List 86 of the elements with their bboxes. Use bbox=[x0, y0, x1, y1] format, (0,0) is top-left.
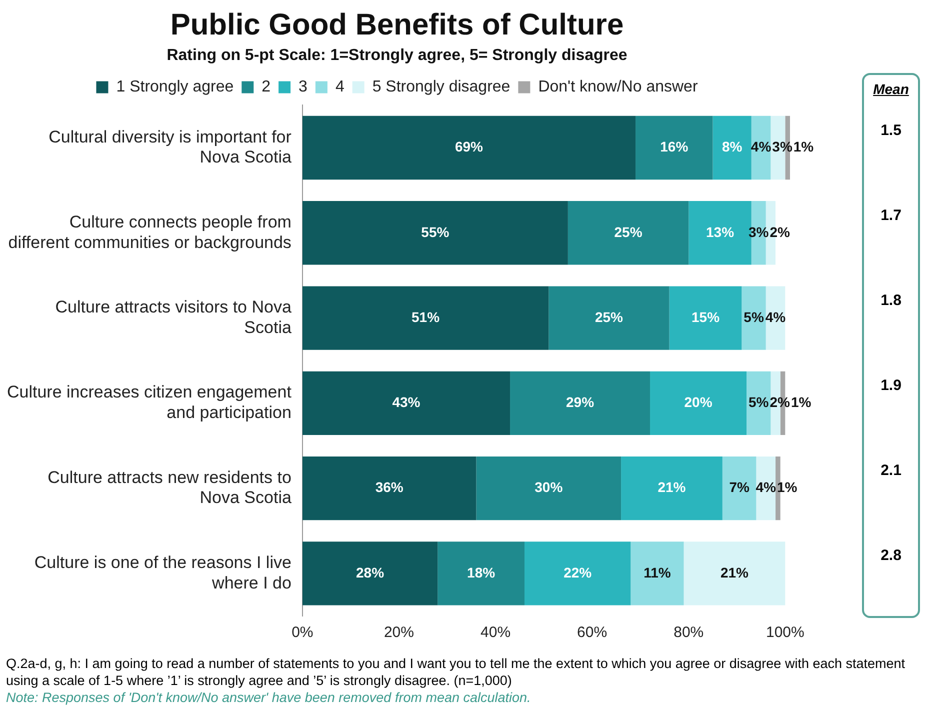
bar bbox=[302, 201, 568, 265]
data-label: 21% bbox=[658, 479, 686, 496]
data-label: 2.8 bbox=[880, 547, 902, 564]
legend-label: 1 Strongly agree bbox=[116, 78, 234, 96]
y-tick-label: Culture attracts visitors to Nova Scotia bbox=[55, 298, 292, 337]
data-label: 16% bbox=[660, 138, 689, 155]
bar bbox=[476, 456, 622, 520]
data-label: 4% bbox=[765, 308, 786, 325]
bar bbox=[712, 116, 752, 180]
bar bbox=[636, 116, 713, 180]
bar bbox=[766, 286, 786, 350]
bar bbox=[722, 456, 756, 520]
bar bbox=[510, 371, 650, 436]
data-label: 3% bbox=[748, 224, 770, 240]
data-label: 5% bbox=[744, 308, 764, 325]
data-label: 36% bbox=[375, 479, 404, 496]
legend-label: 4 bbox=[335, 78, 344, 96]
bar bbox=[742, 286, 766, 350]
bar bbox=[746, 371, 771, 436]
data-label: 55% bbox=[421, 224, 450, 240]
data-label: 1.9 bbox=[880, 377, 902, 394]
bar bbox=[302, 456, 476, 520]
bar bbox=[756, 456, 776, 520]
data-label: 5% bbox=[748, 394, 770, 410]
x-tick-label: 0% bbox=[292, 624, 314, 642]
data-label: 30% bbox=[534, 479, 564, 496]
chart-subtitle: Rating on 5-pt Scale: 1=Strongly agree, 5= Strongly disagree bbox=[166, 47, 628, 64]
data-label: 20% bbox=[684, 394, 713, 410]
data-label: 29% bbox=[566, 394, 595, 410]
data-label: 2% bbox=[770, 394, 791, 410]
bar bbox=[568, 201, 689, 265]
legend-label: Don't know/No answer bbox=[538, 78, 698, 96]
bar bbox=[302, 542, 438, 606]
data-label: 1.7 bbox=[880, 206, 902, 224]
data-label: 4% bbox=[750, 138, 772, 155]
data-label: 2.1 bbox=[880, 462, 902, 480]
data-label: 8% bbox=[722, 138, 743, 155]
x-tick-label: 100% bbox=[766, 624, 804, 642]
y-tick-label: Cultural diversity is important for Nova Scotia bbox=[48, 127, 292, 167]
x-tick-label: 60% bbox=[577, 624, 608, 642]
bar bbox=[669, 286, 742, 350]
x-tick-label: 40% bbox=[480, 624, 511, 642]
legend-label: 2 bbox=[262, 78, 271, 96]
data-label: 2% bbox=[770, 224, 791, 240]
bar bbox=[302, 286, 549, 350]
data-label: 13% bbox=[706, 224, 735, 240]
data-label: 28% bbox=[356, 564, 385, 580]
x-tick-label: 80% bbox=[674, 624, 704, 642]
data-label: 4% bbox=[756, 479, 777, 496]
bar bbox=[630, 542, 684, 606]
data-label: 1.8 bbox=[880, 292, 902, 310]
bar bbox=[650, 371, 747, 436]
text: Mean bbox=[872, 81, 910, 98]
x-tick-label: 20% bbox=[384, 624, 414, 642]
chart-title: Public Good Benefits of Culture bbox=[170, 8, 624, 42]
data-label: 69% bbox=[454, 138, 484, 155]
bar bbox=[548, 286, 670, 350]
bar bbox=[684, 542, 786, 606]
data-label: 1% bbox=[793, 138, 814, 155]
data-label: 7% bbox=[729, 479, 750, 496]
bar bbox=[302, 371, 510, 436]
y-tick-label: Culture increases citizen engagement and participation bbox=[6, 382, 292, 422]
text: Note: Responses of 'Don't know/No answer' have been removed from mean calculation. bbox=[6, 689, 532, 706]
data-label: 43% bbox=[392, 394, 421, 410]
bar bbox=[621, 456, 722, 520]
data-label: 25% bbox=[614, 224, 643, 240]
legend-label: 5 Strongly disagree bbox=[372, 78, 510, 96]
data-label: 1% bbox=[790, 394, 812, 410]
data-label: 1.5 bbox=[880, 122, 902, 139]
text: Q.2a-d, g, h: I am going to read a number of statements to you and I want you to tell me the extent to which you agree or disagree with each statement using a scale of 1-5 where ’1’ is strongly agree and ’5’ is strongly disagree. (n=1,000) bbox=[6, 655, 906, 689]
bar bbox=[302, 116, 636, 180]
data-label: 15% bbox=[692, 308, 720, 325]
legend-label: 3 bbox=[298, 78, 308, 96]
bar bbox=[438, 542, 524, 606]
y-tick-label: Culture is one of the reasons I live where I do bbox=[34, 552, 292, 592]
data-label: 51% bbox=[412, 308, 440, 325]
y-tick-label: Culture connects people from different communities or backgrounds bbox=[8, 212, 292, 252]
data-label: 18% bbox=[467, 564, 496, 580]
bar bbox=[524, 542, 631, 606]
y-tick-label: Culture attracts new residents to Nova Scotia bbox=[48, 468, 292, 508]
data-label: 3% bbox=[772, 138, 793, 155]
data-label: 25% bbox=[594, 308, 624, 325]
data-label: 22% bbox=[564, 564, 592, 580]
data-label: 21% bbox=[720, 564, 750, 580]
data-label: 11% bbox=[644, 564, 672, 580]
data-label: 1% bbox=[776, 479, 798, 496]
